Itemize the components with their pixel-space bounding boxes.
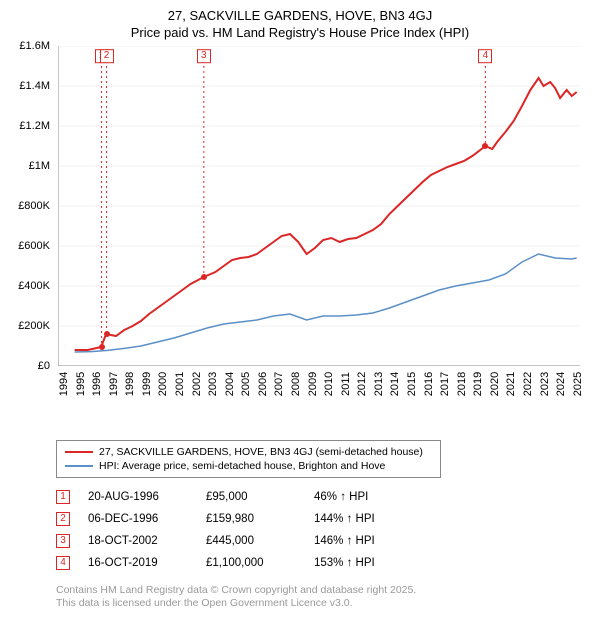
chart-marker-label: 3 xyxy=(197,49,211,63)
x-tick-label: 2025 xyxy=(572,372,584,396)
x-tick-label: 2013 xyxy=(373,372,385,396)
y-tick-label: £800K xyxy=(0,200,50,212)
y-tick-label: £1.6M xyxy=(0,40,50,52)
legend: 27, SACKVILLE GARDENS, HOVE, BN3 4GJ (se… xyxy=(56,440,441,478)
event-marker-box: 1 xyxy=(56,490,70,504)
event-row: 2 06-DEC-1996 £159,980 144% ↑ HPI xyxy=(56,508,590,530)
chart-title: 27, SACKVILLE GARDENS, HOVE, BN3 4GJ Pri… xyxy=(10,8,590,42)
y-tick-label: £400K xyxy=(0,280,50,292)
x-tick-label: 2000 xyxy=(157,372,169,396)
legend-label: HPI: Average price, semi-detached house,… xyxy=(99,460,385,472)
x-tick-label: 2011 xyxy=(340,372,352,396)
event-pct: 46% ↑ HPI xyxy=(314,491,394,503)
event-row: 4 16-OCT-2019 £1,100,000 153% ↑ HPI xyxy=(56,552,590,574)
x-tick-label: 2003 xyxy=(207,372,219,396)
x-tick-label: 2008 xyxy=(290,372,302,396)
x-tick-label: 2016 xyxy=(423,372,435,396)
x-tick-label: 2002 xyxy=(191,372,203,396)
chart-area: £0£200K£400K£600K£800K£1M£1.2M£1.4M£1.6M… xyxy=(10,46,590,396)
chart-container: 27, SACKVILLE GARDENS, HOVE, BN3 4GJ Pri… xyxy=(0,0,600,620)
x-tick-label: 2006 xyxy=(257,372,269,396)
x-tick-label: 2001 xyxy=(174,372,186,396)
event-price: £445,000 xyxy=(206,535,296,547)
title-line1: 27, SACKVILLE GARDENS, HOVE, BN3 4GJ xyxy=(10,8,590,25)
x-tick-label: 1994 xyxy=(58,372,70,396)
event-row: 3 18-OCT-2002 £445,000 146% ↑ HPI xyxy=(56,530,590,552)
event-marker-box: 3 xyxy=(56,534,70,548)
chart-marker-dot xyxy=(201,274,207,280)
event-marker-box: 4 xyxy=(56,556,70,570)
event-price: £1,100,000 xyxy=(206,557,296,569)
footer-attribution: Contains HM Land Registry data © Crown c… xyxy=(56,584,590,611)
chart-marker-label: 2 xyxy=(100,49,114,63)
event-marker-box: 2 xyxy=(56,512,70,526)
legend-label: 27, SACKVILLE GARDENS, HOVE, BN3 4GJ (se… xyxy=(99,446,423,458)
x-tick-label: 1997 xyxy=(108,372,120,396)
y-tick-label: £600K xyxy=(0,240,50,252)
x-tick-label: 2024 xyxy=(555,372,567,396)
legend-swatch xyxy=(65,465,93,467)
y-tick-label: £1.2M xyxy=(0,120,50,132)
x-tick-label: 2010 xyxy=(323,372,335,396)
x-tick-label: 1999 xyxy=(141,372,153,396)
x-tick-label: 2020 xyxy=(489,372,501,396)
y-tick-label: £200K xyxy=(0,320,50,332)
x-tick-label: 2022 xyxy=(522,372,534,396)
x-tick-label: 1998 xyxy=(124,372,136,396)
event-date: 06-DEC-1996 xyxy=(88,513,188,525)
x-tick-label: 2012 xyxy=(356,372,368,396)
x-tick-label: 2005 xyxy=(240,372,252,396)
x-tick-label: 2014 xyxy=(389,372,401,396)
x-tick-label: 2018 xyxy=(456,372,468,396)
x-tick-label: 2004 xyxy=(224,372,236,396)
legend-item: 27, SACKVILLE GARDENS, HOVE, BN3 4GJ (se… xyxy=(65,445,432,459)
x-tick-label: 2019 xyxy=(472,372,484,396)
x-tick-label: 2017 xyxy=(439,372,451,396)
chart-marker-dot xyxy=(104,331,110,337)
x-tick-label: 1996 xyxy=(91,372,103,396)
event-date: 20-AUG-1996 xyxy=(88,491,188,503)
event-pct: 144% ↑ HPI xyxy=(314,513,394,525)
y-tick-label: £0 xyxy=(0,360,50,372)
event-pct: 146% ↑ HPI xyxy=(314,535,394,547)
chart-marker-dot xyxy=(482,143,488,149)
event-date: 16-OCT-2019 xyxy=(88,557,188,569)
chart-marker-dot xyxy=(99,344,105,350)
event-price: £95,000 xyxy=(206,491,296,503)
x-tick-label: 2021 xyxy=(505,372,517,396)
events-table: 1 20-AUG-1996 £95,000 46% ↑ HPI 2 06-DEC-1996… xyxy=(56,486,590,574)
chart-marker-label: 4 xyxy=(478,49,492,63)
y-tick-label: £1.4M xyxy=(0,80,50,92)
x-tick-label: 1995 xyxy=(75,372,87,396)
event-pct: 153% ↑ HPI xyxy=(314,557,394,569)
y-tick-label: £1M xyxy=(0,160,50,172)
footer-line1: Contains HM Land Registry data © Crown c… xyxy=(56,584,590,598)
title-line2: Price paid vs. HM Land Registry's House … xyxy=(10,25,590,42)
footer-line2: This data is licensed under the Open Gov… xyxy=(56,597,590,611)
x-tick-label: 2009 xyxy=(307,372,319,396)
legend-swatch xyxy=(65,451,93,453)
x-tick-label: 2015 xyxy=(406,372,418,396)
x-tick-label: 2023 xyxy=(539,372,551,396)
event-row: 1 20-AUG-1996 £95,000 46% ↑ HPI xyxy=(56,486,590,508)
x-tick-label: 2007 xyxy=(273,372,285,396)
event-price: £159,980 xyxy=(206,513,296,525)
plot-svg xyxy=(58,46,580,366)
event-date: 18-OCT-2002 xyxy=(88,535,188,547)
legend-item: HPI: Average price, semi-detached house,… xyxy=(65,459,432,473)
